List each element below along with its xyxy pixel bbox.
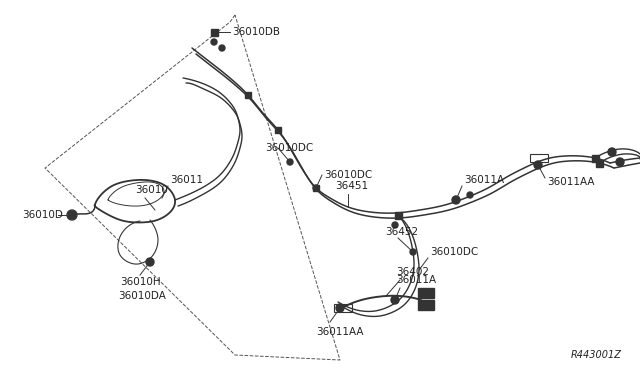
Bar xyxy=(418,300,434,310)
Circle shape xyxy=(211,39,217,45)
Text: 36010: 36010 xyxy=(135,185,168,195)
Text: 36452: 36452 xyxy=(385,227,418,237)
Bar xyxy=(245,92,251,98)
Bar xyxy=(418,288,434,298)
Text: 36010DB: 36010DB xyxy=(232,27,280,37)
Circle shape xyxy=(467,192,473,198)
Circle shape xyxy=(452,196,460,204)
Text: 36451: 36451 xyxy=(335,181,368,191)
Circle shape xyxy=(287,159,293,165)
Text: 36010D: 36010D xyxy=(22,210,63,220)
Bar xyxy=(595,160,602,167)
Text: 36011: 36011 xyxy=(170,175,203,185)
Circle shape xyxy=(534,161,542,169)
Bar xyxy=(394,212,401,218)
Text: 36011A: 36011A xyxy=(464,175,504,185)
Text: 36010DC: 36010DC xyxy=(430,247,478,257)
Bar xyxy=(313,185,319,191)
Text: 36011A: 36011A xyxy=(396,275,436,285)
Text: 36010DA: 36010DA xyxy=(118,291,166,301)
Circle shape xyxy=(68,211,76,219)
Circle shape xyxy=(616,158,624,166)
Text: 36010DC: 36010DC xyxy=(265,143,313,153)
Circle shape xyxy=(392,222,398,228)
Bar xyxy=(211,29,218,35)
Bar xyxy=(334,304,352,312)
Circle shape xyxy=(336,304,344,312)
Text: 36011AA: 36011AA xyxy=(316,327,364,337)
Bar xyxy=(591,154,598,161)
Bar xyxy=(530,154,548,162)
Bar xyxy=(275,127,281,133)
Circle shape xyxy=(219,45,225,51)
Circle shape xyxy=(313,185,319,191)
Circle shape xyxy=(608,148,616,156)
Circle shape xyxy=(410,249,416,255)
Circle shape xyxy=(146,258,154,266)
Text: R443001Z: R443001Z xyxy=(571,350,622,360)
Text: 36011AA: 36011AA xyxy=(547,177,595,187)
Text: 36010DC: 36010DC xyxy=(324,170,372,180)
Text: 36402: 36402 xyxy=(396,267,429,277)
Circle shape xyxy=(391,296,399,304)
Text: 36010H: 36010H xyxy=(120,277,161,287)
